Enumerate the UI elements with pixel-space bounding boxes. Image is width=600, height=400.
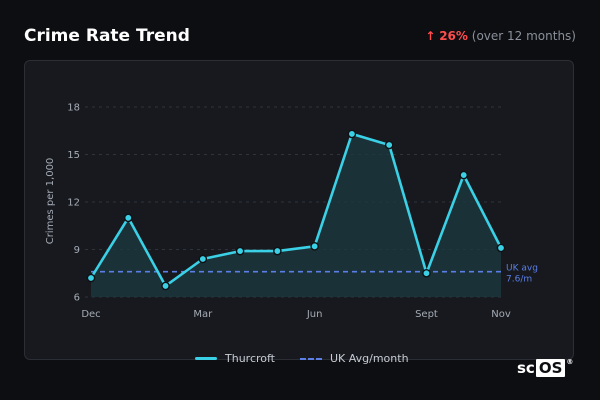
y-tick-label: 6 xyxy=(74,293,80,304)
trend-period: (over 12 months) xyxy=(471,29,576,43)
x-tick-label: Mar xyxy=(193,309,213,320)
data-point[interactable] xyxy=(496,243,506,253)
legend-item-uk-avg[interactable]: UK Avg/month xyxy=(300,352,409,365)
y-tick-label: 18 xyxy=(67,103,80,114)
data-point[interactable] xyxy=(273,246,282,256)
data-point[interactable] xyxy=(198,254,208,264)
data-point[interactable] xyxy=(235,246,245,256)
data-point[interactable] xyxy=(310,242,319,251)
page-title: Crime Rate Trend xyxy=(24,26,190,46)
legend-label-thurcroft: Thurcroft xyxy=(225,352,275,365)
legend-label-uk-avg: UK Avg/month xyxy=(330,352,409,365)
x-tick-label: Nov xyxy=(491,309,511,320)
legend-swatch-solid xyxy=(195,357,217,360)
series-area xyxy=(91,133,501,297)
y-axis-label: Crimes per 1,000 xyxy=(45,158,56,245)
uk-avg-label: UK avg xyxy=(506,264,538,274)
data-point[interactable] xyxy=(86,273,96,283)
data-point[interactable] xyxy=(347,129,357,139)
series-line xyxy=(89,132,503,288)
y-tick-label: 9 xyxy=(74,245,80,256)
trend-value: 26% xyxy=(439,29,468,43)
data-points xyxy=(86,129,506,291)
logo-boxed: OS xyxy=(535,359,566,377)
x-tick-label: Jun xyxy=(306,309,323,320)
y-tick-label: 12 xyxy=(67,198,80,209)
x-tick-label: Dec xyxy=(81,309,100,320)
trend-summary: ↑ 26% (over 12 months) xyxy=(425,29,576,43)
y-tick-label: 15 xyxy=(67,150,80,161)
data-point[interactable] xyxy=(422,268,431,278)
scos-logo: sc OS ® xyxy=(517,358,573,378)
legend-swatch-dashed xyxy=(300,357,322,360)
logo-registered-mark: ® xyxy=(566,358,574,366)
data-point[interactable] xyxy=(123,213,133,223)
data-point[interactable] xyxy=(384,140,394,150)
legend-item-thurcroft[interactable]: Thurcroft xyxy=(195,352,275,365)
x-ticks: Dec Mar Jun Sept Nov xyxy=(81,309,511,320)
legend: Thurcroft UK Avg/month xyxy=(0,352,600,372)
x-tick-label: Sept xyxy=(415,309,438,320)
trend-up-arrow-icon: ↑ xyxy=(425,29,436,43)
logo-prefix: sc xyxy=(517,359,535,377)
uk-avg-value-label: 7.6/m xyxy=(506,275,532,285)
y-ticks: 6 9 12 15 18 xyxy=(67,103,80,304)
data-point[interactable] xyxy=(161,281,170,291)
data-point[interactable] xyxy=(459,170,469,180)
